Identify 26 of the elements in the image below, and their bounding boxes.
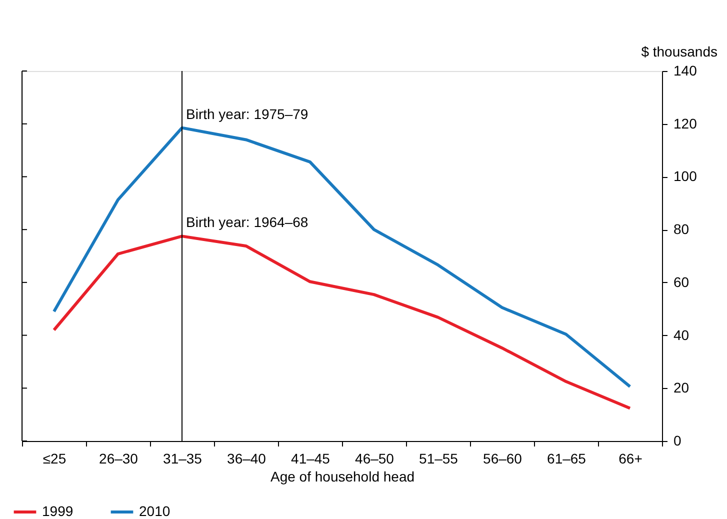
y-tick-label: 0 (674, 432, 682, 448)
x-tick-label: 26–30 (99, 450, 138, 466)
legend-label: 1999 (42, 503, 74, 519)
y-tick-label: 40 (674, 326, 690, 343)
x-tick-label: 36–40 (227, 450, 266, 466)
y-tick-label: 100 (674, 168, 698, 184)
y-tick-label: 20 (674, 380, 690, 396)
line-series (52, 126, 632, 388)
x-tick-label: 41–45 (291, 450, 330, 466)
y-tick-label: 120 (674, 115, 698, 132)
y-axis-title: $ thousands (641, 44, 718, 60)
x-tick-label: 56–60 (483, 450, 522, 466)
x-axis-title: Age of household head (270, 468, 415, 484)
y-tick-label: 140 (674, 62, 698, 78)
x-tick-label: 66+ (618, 450, 642, 466)
x-tick-label: 51–55 (419, 450, 458, 466)
y-tick-label: 80 (674, 221, 690, 238)
x-tick-label: 61–65 (547, 450, 586, 466)
y-tick-label: 60 (674, 274, 690, 290)
x-tick-label: ≤25 (42, 450, 66, 466)
annotation: Birth year: 1975–79 (186, 106, 308, 122)
x-tick-label: 46–50 (355, 450, 394, 466)
legend-label: 2010 (139, 503, 170, 519)
line-series (52, 234, 632, 410)
annotation: Birth year: 1964–68 (186, 214, 308, 230)
x-tick-label: 31–35 (163, 450, 202, 466)
